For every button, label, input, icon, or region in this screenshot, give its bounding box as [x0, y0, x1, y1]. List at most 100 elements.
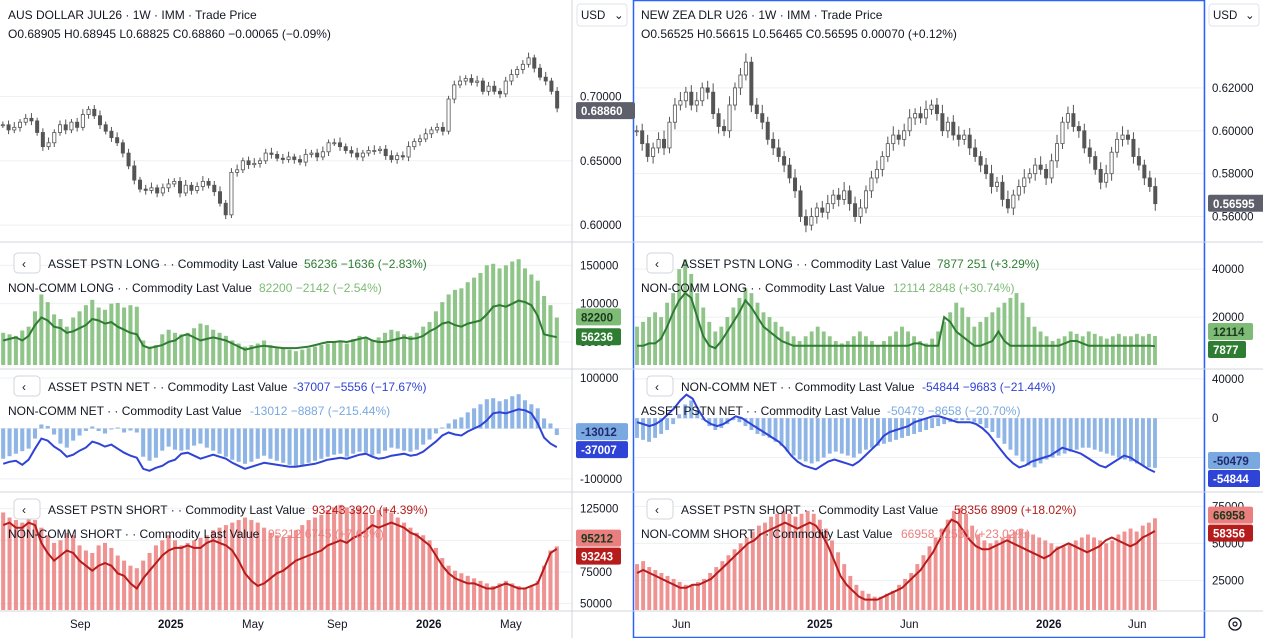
settings-button[interactable]	[1228, 617, 1242, 631]
right-long-bar	[888, 336, 892, 365]
right-long-bar	[1141, 336, 1145, 365]
right-short-bar	[891, 590, 895, 610]
left-long-collapse-button[interactable]: ‹	[13, 252, 41, 274]
left-short-bar	[478, 580, 483, 610]
left-short-bar	[77, 545, 82, 610]
right-long-bar	[1134, 333, 1139, 365]
right-long-bar	[912, 336, 916, 365]
left-net-bar	[484, 399, 489, 429]
left-long-bar	[249, 345, 254, 365]
right-long-bar	[839, 343, 844, 365]
right-net-asset-label: NON-COMM NET · · Commodity Last Value	[681, 380, 915, 394]
left-short-bar	[287, 535, 292, 610]
left-net-bar	[382, 428, 388, 451]
right-long-bar	[689, 273, 694, 365]
left-candle-body	[263, 152, 268, 162]
right-net-bar	[876, 418, 880, 446]
left-candle-body	[486, 85, 491, 92]
right-short-bar	[1079, 537, 1084, 610]
left-net-bar	[52, 428, 57, 435]
right-short-bar	[1085, 534, 1090, 610]
left-net-tick-label: 100000	[580, 373, 618, 385]
left-short-bar	[440, 558, 445, 610]
right-short-collapse-button[interactable]: ‹	[646, 498, 674, 520]
left-net-badge-noncomm: -13012	[581, 427, 617, 439]
right-long-bar	[942, 321, 947, 365]
left-long-badge-asset: 56236	[581, 332, 613, 344]
left-short-collapse-button[interactable]: ‹	[13, 498, 41, 520]
left-short-bar	[472, 578, 477, 610]
left-long-bar	[71, 317, 76, 365]
left-short-bar	[39, 527, 44, 610]
left-short-bar	[1, 512, 6, 610]
left-net-bar	[300, 428, 305, 465]
right-net-bar	[990, 418, 995, 432]
right-candle-body	[683, 91, 688, 102]
right-net-bar	[978, 418, 983, 425]
right-short-bar	[823, 528, 828, 610]
left-net-bar	[376, 428, 381, 454]
right-long-bar	[984, 317, 989, 365]
left-candle-body	[132, 165, 137, 181]
right-short-bar	[1043, 540, 1048, 610]
left-short-bar	[179, 545, 184, 610]
left-candle-body	[492, 85, 497, 92]
right-short-bar	[909, 572, 914, 610]
left-net-bar	[153, 428, 158, 458]
right-short-bar	[854, 584, 859, 610]
left-net-bar	[102, 428, 108, 434]
left-long-bar	[281, 348, 286, 365]
left-candle-body	[320, 151, 325, 158]
right-net-bar	[665, 418, 670, 431]
right-long-bar	[1020, 302, 1025, 365]
left-candle-body	[189, 184, 194, 191]
right-candle-body	[760, 113, 765, 123]
left-short-asset-line	[2, 521, 558, 590]
left-currency-select[interactable]: USD ⌄	[576, 3, 628, 27]
left-net-bar	[338, 428, 343, 454]
left-net-bar	[389, 428, 394, 448]
left-candle-body	[155, 187, 160, 194]
right-long-bar	[1002, 302, 1007, 365]
right-price-tick-label: 0.62000	[1212, 83, 1254, 95]
chevron-left-icon: ‹	[655, 380, 659, 394]
left-net-bar	[45, 425, 50, 429]
left-short-bar	[325, 509, 330, 610]
left-net-collapse-button[interactable]: ‹	[13, 375, 41, 397]
left-short-bar	[370, 515, 375, 610]
left-long-bar	[52, 314, 57, 365]
right-short-bar	[1146, 522, 1151, 610]
right-currency-select[interactable]: USD ⌄	[1208, 3, 1260, 27]
right-long-bar	[978, 321, 983, 365]
left-short-bar	[510, 583, 515, 610]
right-net-bar	[1068, 418, 1073, 452]
left-long-bar	[211, 329, 216, 365]
right-short-bar	[836, 552, 841, 610]
right-short-bar	[738, 543, 743, 610]
right-candle-body	[1153, 186, 1158, 205]
right-long-tick-label: 20000	[1212, 312, 1244, 324]
left-net-bar	[236, 428, 241, 462]
left-candle-body	[23, 117, 28, 123]
right-net-collapse-button[interactable]: ‹	[646, 375, 674, 397]
left-net-bar	[26, 428, 31, 449]
right-candle-body	[1044, 168, 1049, 179]
right-long-bar	[1116, 333, 1121, 365]
left-long-bar	[128, 305, 133, 365]
right-short-bar	[1116, 534, 1121, 610]
right-candle-body	[1147, 177, 1152, 187]
right-candle-body	[951, 121, 956, 136]
left-candle-body	[92, 108, 97, 117]
right-short-bar	[927, 546, 932, 610]
left-time-axis-label: Sep	[70, 619, 90, 631]
right-long-collapse-button[interactable]: ‹	[646, 252, 674, 274]
left-long-bar	[421, 326, 426, 365]
left-net-bar	[548, 423, 553, 429]
right-time-axis-label: 2025	[807, 619, 833, 631]
left-net-bar	[402, 428, 407, 451]
left-short-bar	[465, 575, 470, 610]
left-long-bar	[172, 332, 178, 365]
right-long-bar	[1128, 336, 1133, 365]
right-net-bar	[857, 418, 862, 454]
left-candle-body	[177, 180, 182, 194]
